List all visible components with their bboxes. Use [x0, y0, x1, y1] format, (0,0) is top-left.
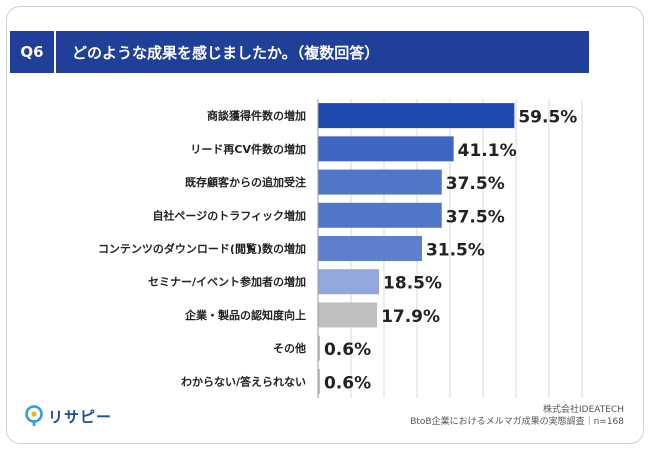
- survey-name: BtoB企業におけるメルマガ成果の実態調査｜n=168: [410, 417, 624, 427]
- bar: [318, 236, 422, 261]
- question-title: どのような成果を感じましたか。（複数回答）: [56, 31, 589, 73]
- bar: [318, 202, 442, 228]
- question-header: Q6 どのような成果を感じましたか。（複数回答）: [10, 31, 589, 73]
- bar: [318, 169, 442, 195]
- value-label: 37.5%: [446, 174, 505, 194]
- category-label: わからない/答えられない: [181, 374, 306, 388]
- bar: [318, 269, 380, 295]
- value-label: 37.5%: [446, 207, 505, 227]
- lightbulb-logo-icon: [25, 405, 43, 426]
- category-label: リード再CV件数の増加: [190, 142, 306, 156]
- category-label: コンテンツのダウンロード(閲覧)数の増加: [98, 242, 306, 256]
- bar: [318, 302, 378, 328]
- value-label: 18.5%: [383, 274, 442, 294]
- question-number-badge: Q6: [10, 31, 54, 73]
- category-label: セミナー/イベント参加者の増加: [148, 275, 306, 289]
- value-label: 0.6%: [324, 373, 371, 393]
- category-label: 商談獲得件数の増加: [207, 109, 306, 123]
- category-label: その他: [273, 341, 306, 355]
- value-label: 59.5%: [518, 108, 577, 128]
- value-label: 17.9%: [381, 307, 440, 327]
- bar: [318, 136, 454, 162]
- bar: [318, 335, 320, 361]
- value-label: 0.6%: [324, 340, 371, 360]
- company-name: 株式会社IDEATECH: [543, 405, 624, 415]
- source-credit: 株式会社IDEATECH BtoB企業におけるメルマガ成果の実態調査｜n=168: [410, 404, 624, 428]
- category-label: 自社ページのトラフィック増加: [152, 208, 306, 222]
- value-label: 41.1%: [458, 141, 517, 161]
- category-label: 企業・製品の認知度向上: [184, 308, 306, 322]
- risapy-logo: リサピー: [24, 405, 112, 427]
- bar: [318, 368, 320, 394]
- category-label: 既存顧客からの追加受注: [185, 175, 306, 189]
- logo-text: リサピー: [48, 407, 113, 426]
- value-label: 31.5%: [426, 241, 485, 261]
- bar: [318, 103, 515, 129]
